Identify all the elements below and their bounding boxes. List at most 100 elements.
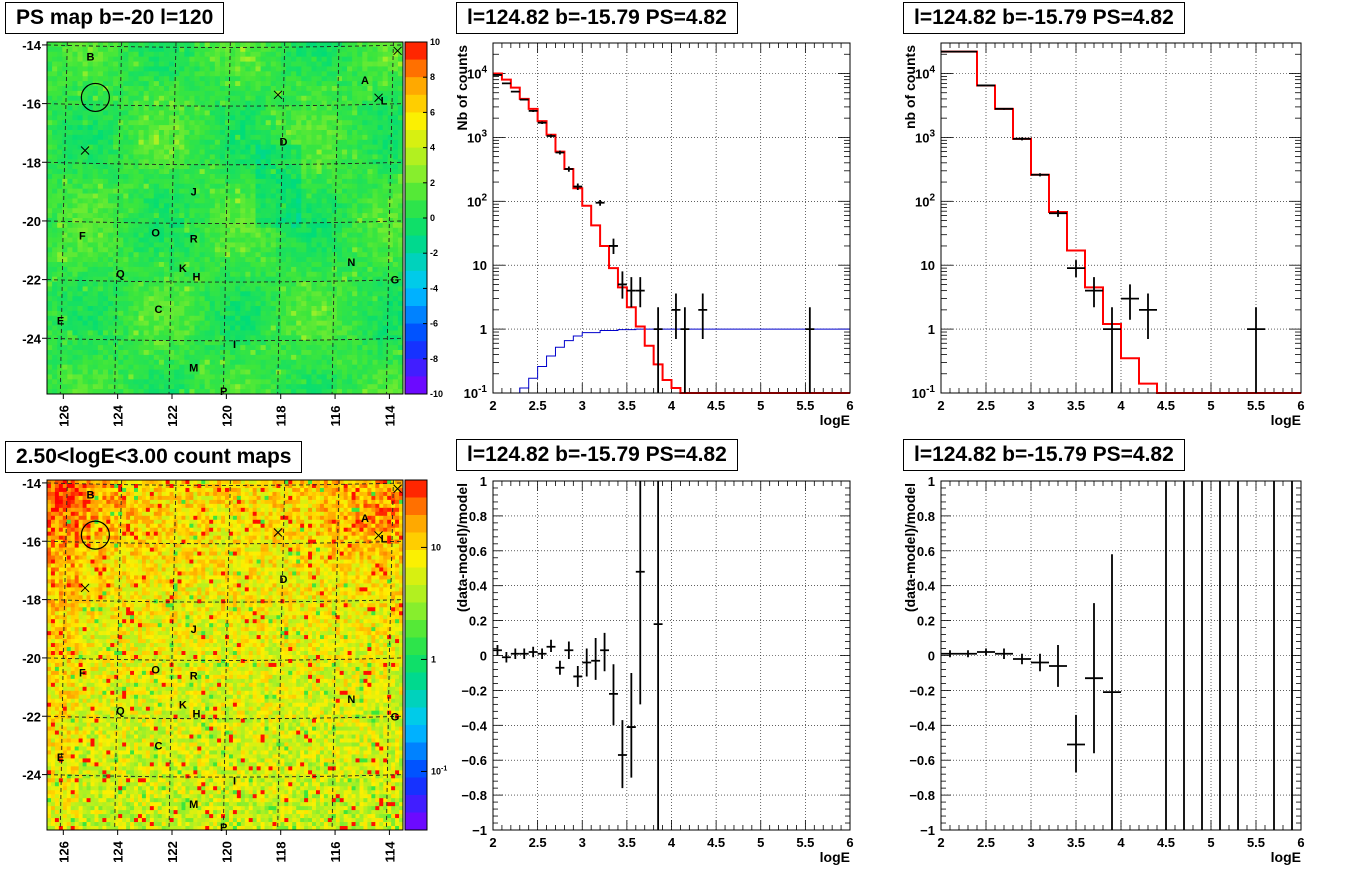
map_bottom-source-label: E (57, 752, 64, 764)
res1-y-axis-label: (data-model)/model (454, 483, 470, 612)
map_bottom-source-label: C (154, 740, 162, 752)
map_bottom-xtick-label: 122 (165, 841, 180, 863)
res1-data-point (546, 639, 556, 653)
res2-data-point (1103, 554, 1121, 830)
res1-xtick-label: 5 (757, 835, 764, 850)
res2-data-point (941, 650, 959, 658)
map_top-source-label: C (154, 304, 162, 316)
spec2-panel: 2 2.5 3 3.5 4 4.5 5 5.5 6 10-1 1 10 102 103 104 logE nb … (902, 42, 1305, 428)
map_top-panel: 126 124 122 120 118 116 114-14-16-18-20-22-24B… (22, 37, 443, 427)
spec1-data-point (501, 82, 511, 85)
map_top-xtick-label: 118 (274, 406, 289, 427)
res1-ytick-label: −0.4 (461, 718, 487, 733)
res1-data-point (617, 720, 627, 789)
map_top-xtick-label: 126 (56, 405, 71, 427)
spec1-x-axis-label: logE (820, 412, 850, 428)
spec1-xtick-label: 6 (846, 398, 853, 413)
map_top-source-label: E (57, 316, 64, 328)
spec2-ytick-label: 103 (915, 128, 935, 145)
res2-data-point (977, 648, 995, 656)
spec2-data-point (1031, 173, 1049, 177)
spec2-data-point (1013, 137, 1031, 141)
map_top-ytick-label: -24 (22, 331, 42, 346)
res2-ytick-label: −0.6 (909, 753, 935, 768)
spec1-data-point (519, 98, 529, 101)
map_top-source-label: K (179, 263, 187, 275)
map_top-colorbar-label: -10 (430, 389, 443, 399)
res2-ytick-label: −0.4 (909, 718, 935, 733)
map_top-pixels (47, 42, 404, 395)
res1-data-point (493, 645, 502, 656)
map_top-source-label: J (191, 187, 197, 199)
map_bottom-source-label: L (381, 533, 388, 545)
map_top-colorbar-label: 8 (430, 72, 435, 82)
spec1-data-point (653, 307, 663, 393)
spec1-model-line (493, 72, 850, 394)
spec2-ytick-label: 1 (928, 322, 935, 337)
res1-xtick-label: 4.5 (707, 835, 725, 850)
res2-ytick-label: 1 (928, 474, 935, 489)
map_bottom-gridline-x (114, 479, 123, 831)
map_bottom-gridline-y (46, 482, 404, 486)
map_top-colorbar-label: 10 (430, 37, 440, 47)
res1-data-point (510, 648, 520, 659)
map_top-xtick-label: 124 (111, 404, 126, 426)
map_bottom-pixels (47, 480, 404, 831)
res2-frame (940, 480, 1302, 831)
map_bottom-source-label: P (220, 822, 227, 834)
spec2-data-point (959, 50, 977, 53)
map_bottom-source-label: M (189, 799, 198, 811)
map_bottom-colorbar-label: 10-1 (431, 765, 447, 776)
spec2-ytick-label: 102 (915, 192, 935, 209)
spec1-ytick-label: 103 (467, 128, 487, 145)
spec2-data-point (1103, 307, 1121, 393)
spec2-x-axis-label: logE (1271, 412, 1301, 428)
spec2-data-point (995, 107, 1013, 110)
map_bottom-ytick-label: -18 (22, 593, 41, 608)
res2-panel: 2 2.5 3 3.5 4 4.5 5 5.5 6 −1 −0.8 −0.6 −0.4 −0.2 0 0.2 0… (902, 474, 1305, 865)
map_bottom-source-label: B (87, 490, 95, 502)
map_bottom-target-circle (80, 520, 110, 550)
map_top-target-circle (80, 82, 110, 113)
spec1-xtick-label: 4 (668, 398, 676, 413)
map_top-gridline-y (46, 279, 404, 283)
res1-ytick-label: −0.2 (461, 683, 487, 698)
map_top-colorbar: 10 8 6 4 2 0 -2 -4 -6 -8 -10 (404, 37, 443, 399)
map_top-xtick-label: 116 (328, 406, 343, 427)
res2-ytick-label: 0.2 (917, 614, 935, 629)
spec2-data-point (1067, 260, 1085, 278)
res2-xtick-label: 5 (1207, 835, 1214, 850)
spec2-xtick-label: 3.5 (1067, 398, 1085, 413)
res1-ytick-label: 0 (480, 649, 487, 664)
residual2-title: l=124.82 b=-15.79 PS=4.82 (903, 439, 1185, 471)
res1-ytick-label: 0.8 (469, 509, 487, 524)
spec1-data-point (609, 238, 618, 254)
res2-ytick-label: −0.2 (909, 683, 935, 698)
res1-data-point (555, 660, 565, 675)
map_bottom-source-label: R (190, 670, 198, 682)
spec1-data-point (573, 183, 583, 191)
map_top-source-cross (393, 46, 402, 56)
res2-xtick-label: 3.5 (1067, 835, 1085, 850)
res1-xtick-label: 2 (489, 835, 496, 850)
spec2-ytick-label: 104 (915, 64, 935, 81)
res2-data-point (1049, 645, 1067, 687)
map_top-source-label: P (220, 386, 227, 398)
spec1-data-point (528, 109, 538, 112)
map_top-source-label: A (361, 75, 369, 87)
map_top-gridline-y (46, 103, 404, 107)
spec1-xtick-label: 3.5 (618, 398, 636, 413)
map_bottom-source-cross (393, 484, 402, 494)
map_bottom-source-cross (374, 531, 383, 540)
spec1-data-point (805, 307, 815, 393)
spec1-data-point (564, 166, 574, 172)
map_top-gridline-y (46, 44, 404, 48)
spec2-xtick-label: 2 (937, 398, 944, 413)
map_bottom-source-label: G (391, 711, 400, 723)
map_bottom-panel: 126 124 122 120 118 116 114 -14 -16 -18 -20 -22 -24 B… (22, 476, 447, 863)
res2-ytick-label: 0.6 (917, 544, 935, 559)
res1-data-point (591, 638, 601, 680)
spec1-data-point (555, 150, 565, 155)
spec2-data-point (941, 50, 959, 53)
map_top-gridline-x (331, 41, 340, 395)
